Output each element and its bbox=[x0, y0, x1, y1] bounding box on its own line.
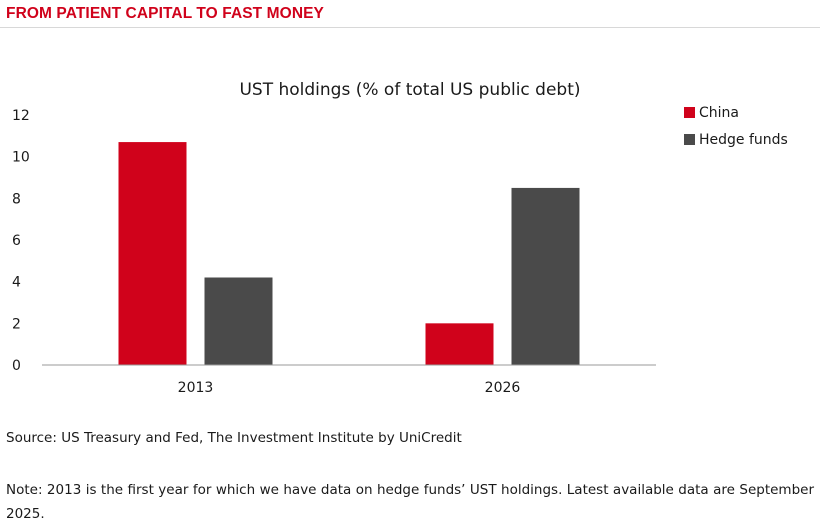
bar-china-2013 bbox=[118, 142, 187, 365]
x-tick-label: 2013 bbox=[178, 380, 214, 396]
x-tick-label: 2026 bbox=[485, 380, 521, 396]
bars bbox=[118, 142, 580, 365]
y-tick-label: 6 bbox=[12, 233, 21, 249]
y-tick-label: 12 bbox=[12, 108, 30, 124]
bar-hedge-funds-2013 bbox=[204, 277, 273, 365]
bar-chart: UST holdings (% of total US public debt)… bbox=[12, 80, 788, 396]
legend-swatch-hedge-funds bbox=[684, 134, 695, 145]
y-tick-label: 4 bbox=[12, 275, 21, 291]
bar-hedge-funds-2026 bbox=[511, 187, 580, 365]
y-tick-label: 8 bbox=[12, 191, 21, 207]
y-tick-label: 0 bbox=[12, 358, 21, 374]
header-divider bbox=[0, 27, 820, 28]
chart-title: UST holdings (% of total US public debt) bbox=[239, 80, 580, 100]
page-title: FROM PATIENT CAPITAL TO FAST MONEY bbox=[6, 5, 324, 22]
y-axis-ticks: 0 2 4 6 8 10 12 bbox=[12, 108, 30, 374]
legend: China Hedge funds bbox=[684, 105, 788, 148]
legend-swatch-china bbox=[684, 107, 695, 118]
x-axis-ticks: 2013 2026 bbox=[178, 380, 521, 396]
y-tick-label: 2 bbox=[12, 316, 21, 332]
legend-label: Hedge funds bbox=[699, 132, 788, 148]
bar-china-2026 bbox=[425, 323, 494, 365]
legend-label: China bbox=[699, 105, 739, 121]
source-note: Source: US Treasury and Fed, The Investm… bbox=[6, 430, 462, 446]
footnote: Note: 2013 is the first year for which w… bbox=[6, 482, 814, 522]
y-tick-label: 10 bbox=[12, 150, 30, 166]
